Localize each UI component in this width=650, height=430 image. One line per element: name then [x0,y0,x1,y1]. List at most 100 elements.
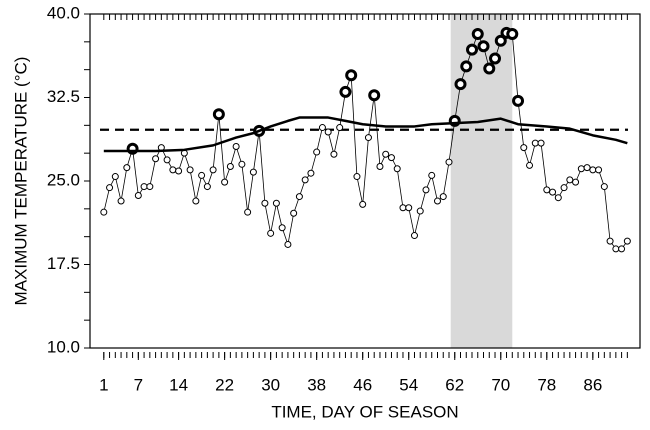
data-point [549,188,557,196]
y-tick-label: 32.5 [47,87,80,106]
data-point [433,197,441,205]
data-point [382,150,390,158]
data-point [359,200,367,208]
data-point [405,204,413,212]
x-axis-label: TIME, DAY OF SEASON [271,402,458,421]
data-point [244,208,252,216]
data-point [612,245,620,253]
emphasized-point [483,62,496,75]
data-point [537,139,545,147]
data-point [284,240,292,248]
data-point [330,150,338,158]
x-tick-label: 22 [215,375,234,394]
x-tick-label: 1 [99,375,108,394]
emphasized-point [212,108,225,121]
data-point [140,183,148,191]
data-point [111,173,119,181]
data-point [117,197,125,205]
data-point [267,229,275,237]
data-point [422,186,430,194]
data-point [313,148,321,156]
data-point [221,178,229,186]
data-point [203,183,211,191]
data-point [600,183,608,191]
data-point [146,183,154,191]
x-tick-label: 14 [169,375,188,394]
plot-frame [89,13,641,349]
x-tick-label: 54 [399,375,418,394]
data-point [324,128,332,136]
shaded-region [450,14,513,348]
data-point [410,232,418,240]
x-tick-label: 30 [261,375,280,394]
data-point [606,237,614,245]
data-point [100,208,108,216]
x-tick-label: 78 [537,375,556,394]
y-tick-label: 25.0 [47,170,80,189]
emphasized-point [460,60,473,73]
data-point [192,197,200,205]
data-point [238,160,246,168]
data-point [106,184,114,192]
data-point [589,166,597,174]
data-point [175,167,183,175]
emphasized-point [477,40,490,53]
data-point [209,166,217,174]
y-axis-label: MAXIMUM TEMPERATURE (°C) [11,57,30,306]
data-point [198,171,206,179]
data-point [278,224,286,232]
data-point [376,163,384,171]
data-point [543,186,551,194]
emphasized-point [506,28,519,41]
series-line [103,116,628,153]
data-point [163,156,171,164]
data-point [261,199,269,207]
data-point [387,154,395,162]
data-point [301,176,309,184]
data-point [295,193,303,201]
data-point [526,161,534,169]
emphasized-point [471,28,484,41]
data-point [272,199,280,207]
emphasized-point [339,85,352,98]
data-point [531,139,539,147]
data-point [336,124,344,132]
y-tick-label: 10.0 [47,337,80,356]
x-tick-label: 70 [491,375,510,394]
emphasized-point [454,78,467,91]
data-point [445,158,453,166]
data-point [554,194,562,202]
data-point [232,142,240,150]
y-tick-label: 17.5 [47,254,80,273]
emphasized-point [494,34,507,47]
emphasized-point [345,69,358,82]
data-point [152,155,160,163]
data-point [318,124,326,132]
data-point [577,165,585,173]
data-point [439,193,447,201]
data-point [290,209,298,217]
series-line [103,32,628,250]
data-point [416,207,424,215]
x-tick-label: 38 [307,375,326,394]
emphasized-point [368,89,381,102]
data-point [307,169,315,177]
data-point [618,245,626,253]
emphasized-point [466,43,479,56]
data-point [364,134,372,142]
x-tick-label: 62 [445,375,464,394]
data-point [583,164,591,172]
data-point [169,166,177,174]
data-point [520,144,528,152]
data-point [186,166,194,174]
data-point [595,166,603,174]
data-point [623,237,631,245]
data-point [572,178,580,186]
data-point [123,164,131,172]
x-tick-label: 86 [583,375,602,394]
emphasized-point [489,52,502,65]
x-tick-label: 46 [353,375,372,394]
y-tick-label: 40.0 [47,3,80,22]
x-tick-label: 7 [134,375,143,394]
